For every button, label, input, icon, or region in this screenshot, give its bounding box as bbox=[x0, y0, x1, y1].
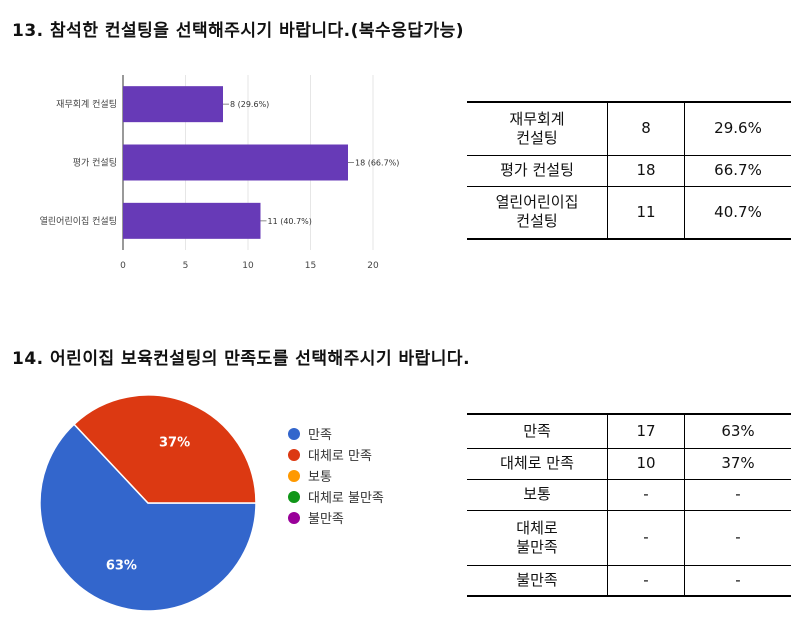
legend-dot-icon bbox=[288, 427, 300, 440]
legend-item: 만족 bbox=[288, 423, 384, 444]
bar bbox=[123, 86, 223, 123]
bar-chart: 0 5 10 15 20 재무회계 컨설팅 8 (29.6%) 평가 컨설팅 18 (66.7%… bbox=[40, 75, 399, 271]
row-percent: 29.6% bbox=[684, 102, 791, 155]
row-label: 재무회계 컨설팅 bbox=[509, 109, 565, 147]
legend-dot-icon bbox=[288, 448, 300, 461]
legend-label: 대체로 불만족 bbox=[308, 491, 384, 506]
table-row: 대체로 만족 10 37% bbox=[467, 448, 791, 479]
x-tick-label: 15 bbox=[305, 261, 316, 271]
x-tick-label: 5 bbox=[183, 261, 189, 271]
row-label: 평가 컨설팅 bbox=[500, 161, 574, 179]
row-count: 11 bbox=[607, 186, 685, 239]
slice-label: 37% bbox=[159, 436, 190, 451]
row-percent: 63% bbox=[684, 414, 791, 448]
row-percent: - bbox=[684, 479, 791, 510]
legend-label: 보통 bbox=[308, 470, 332, 485]
row-count: - bbox=[607, 479, 685, 510]
q14-results-table: 만족 17 63% 대체로 만족 10 37% 보통 - - 대체로 불만족 -… bbox=[467, 413, 791, 597]
table-row: 보통 - - bbox=[467, 479, 791, 510]
question-14-title: 14. 어린이집 보육컨설팅의 만족도를 선택해주시기 바랍니다. bbox=[12, 349, 471, 369]
question-13-title: 13. 참석한 컨설팅을 선택해주시기 바랍니다.(복수응답가능) bbox=[12, 21, 465, 41]
row-count: - bbox=[607, 510, 685, 565]
row-percent: 37% bbox=[684, 448, 791, 479]
row-count: - bbox=[607, 565, 685, 596]
legend-dot-icon bbox=[288, 490, 300, 503]
legend-item: 대체로 불만족 bbox=[288, 486, 384, 507]
legend-dot-icon bbox=[288, 469, 300, 482]
table-row: 대체로 불만족 - - bbox=[467, 510, 791, 565]
row-percent: - bbox=[684, 565, 791, 596]
row-percent: 66.7% bbox=[684, 155, 791, 186]
slice-label: 63% bbox=[106, 558, 137, 573]
legend-label: 불만족 bbox=[308, 512, 344, 527]
legend-label: 만족 bbox=[308, 428, 332, 443]
category-label: 평가 컨설팅 bbox=[73, 158, 117, 169]
legend-item: 보통 bbox=[288, 465, 384, 486]
row-count: 8 bbox=[607, 102, 685, 155]
row-percent: 40.7% bbox=[684, 186, 791, 239]
pie-chart: 63% 37% bbox=[39, 394, 257, 612]
table-row: 평가 컨설팅 18 66.7% bbox=[467, 155, 791, 186]
row-count: 18 bbox=[607, 155, 685, 186]
category-label: 재무회계 컨설팅 bbox=[56, 98, 117, 110]
bar bbox=[123, 202, 261, 239]
data-label: 11 (40.7%) bbox=[268, 217, 312, 226]
legend-item: 대체로 만족 bbox=[288, 444, 384, 465]
bar bbox=[123, 144, 348, 181]
x-tick-label: 0 bbox=[120, 261, 126, 271]
x-tick-label: 10 bbox=[242, 261, 254, 271]
pie-slice bbox=[39, 423, 257, 612]
data-label: 8 (29.6%) bbox=[230, 100, 269, 109]
row-label: 만족 bbox=[523, 421, 551, 440]
table-row: 만족 17 63% bbox=[467, 414, 791, 448]
table-row: 열린어린이집 컨설팅 11 40.7% bbox=[467, 186, 791, 239]
legend-item: 불만족 bbox=[288, 507, 384, 528]
row-label: 대체로 불만족 bbox=[516, 518, 558, 556]
row-label: 보통 bbox=[523, 485, 551, 503]
pie-slice bbox=[73, 394, 257, 504]
row-count: 10 bbox=[607, 448, 685, 479]
row-label: 열린어린이집 컨설팅 bbox=[495, 193, 579, 231]
row-percent: - bbox=[684, 510, 791, 565]
legend-label: 대체로 만족 bbox=[308, 449, 372, 464]
data-label: 18 (66.7%) bbox=[355, 159, 399, 168]
table-row: 재무회계 컨설팅 8 29.6% bbox=[467, 102, 791, 155]
category-label: 열린어린이집 컨설팅 bbox=[40, 215, 117, 227]
table-row: 불만족 - - bbox=[467, 565, 791, 596]
q13-results-table: 재무회계 컨설팅 8 29.6% 평가 컨설팅 18 66.7% 열린어린이집 … bbox=[467, 101, 791, 240]
legend-dot-icon bbox=[288, 511, 300, 524]
row-label: 대체로 만족 bbox=[500, 454, 574, 472]
row-count: 17 bbox=[607, 414, 685, 448]
row-label: 불만족 bbox=[516, 570, 558, 589]
x-tick-label: 20 bbox=[367, 261, 379, 271]
